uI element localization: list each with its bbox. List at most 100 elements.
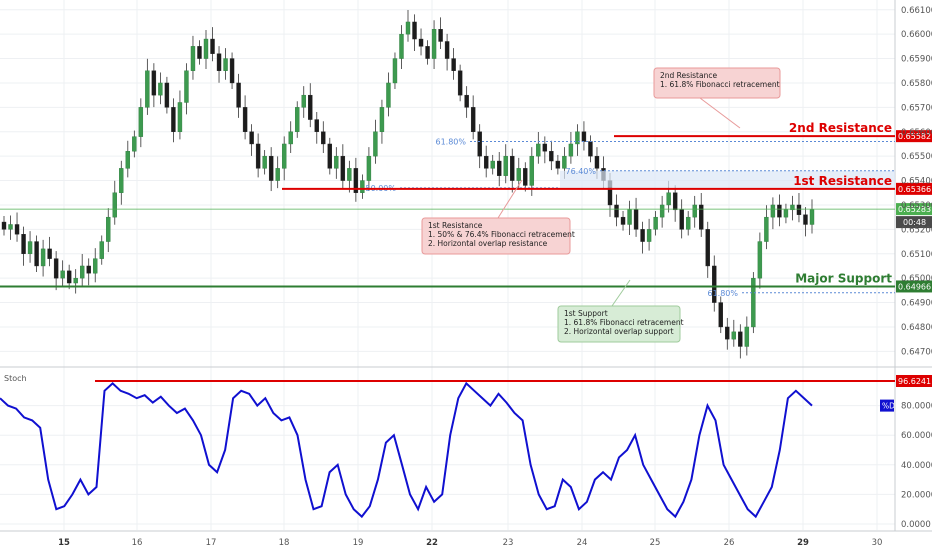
candle-body: [425, 46, 430, 59]
date-tick-label: 16: [132, 538, 143, 548]
candle-body: [340, 155, 346, 181]
candle-body: [451, 58, 456, 71]
candle-body: [21, 234, 26, 254]
level-title: 1st Resistance: [793, 174, 892, 188]
candle-body: [203, 38, 209, 59]
candle-body: [562, 155, 567, 169]
candle-body: [418, 38, 424, 47]
candle-body: [53, 258, 59, 279]
callout-text: 1. 61.8% Fibonacci retracement: [564, 318, 684, 327]
candle-body: [523, 168, 528, 186]
candle-body: [477, 131, 482, 157]
date-tick-label: 29: [797, 538, 809, 548]
candle-body: [581, 131, 587, 142]
level-title: 2nd Resistance: [789, 121, 892, 135]
candle-body: [190, 46, 196, 71]
candle-body: [151, 70, 157, 96]
candle-body: [646, 229, 652, 242]
candle-body: [334, 155, 339, 169]
price-tag: [896, 182, 932, 195]
levels: 61.80%50.00%76.40%61.80%2nd Resistance0.…: [0, 121, 932, 298]
candle-body: [8, 224, 13, 230]
stoch-tick-label: 40.0000: [901, 461, 932, 471]
candle-body: [281, 143, 287, 169]
stoch-title: Stoch: [4, 374, 27, 383]
candle-body: [216, 53, 222, 71]
stochastic-panel: 96.6241 Stoch %D: [0, 374, 932, 519]
date-tick-label: 26: [724, 538, 735, 548]
date-tick-label: 25: [650, 538, 661, 548]
candle-body: [790, 204, 795, 211]
timer-label: 00:48: [903, 218, 926, 227]
candle-body: [503, 155, 508, 176]
candle-body: [483, 155, 489, 169]
candle-body: [666, 192, 671, 206]
price-tag-label: 0.65582: [898, 132, 931, 141]
candle-body: [457, 70, 463, 96]
candle-body: [86, 265, 91, 274]
candle-body: [725, 326, 730, 340]
candle-body: [99, 241, 104, 259]
candle-body: [249, 131, 254, 145]
callout-text: 1. 61.8% Fibonacci retracement: [660, 80, 780, 89]
candle-body: [47, 248, 52, 259]
candle-body: [718, 302, 723, 328]
callout-box: [653, 67, 781, 99]
candle-body: [223, 58, 228, 71]
candle-body: [444, 41, 450, 59]
candle-body: [301, 94, 306, 108]
candle-body: [770, 204, 776, 218]
candle-body: [373, 131, 378, 157]
candle-body: [164, 82, 170, 108]
candle-body: [516, 168, 521, 181]
candle-body: [386, 82, 391, 108]
candle-body: [327, 143, 333, 169]
candle-body: [321, 131, 326, 145]
date-tick-label: 24: [577, 538, 588, 548]
price-tag: [896, 130, 932, 143]
stoch-level-label: 96.6241: [898, 377, 931, 386]
candle-body: [399, 33, 404, 59]
candle-body: [809, 209, 815, 225]
candle-body: [464, 94, 469, 108]
candle-body: [627, 209, 632, 225]
date-tick-label: 30: [872, 538, 883, 548]
candle-body: [757, 241, 763, 279]
candle-body: [588, 141, 593, 157]
callout-text: 1st Resistance: [428, 221, 483, 230]
candle-body: [744, 326, 750, 347]
callout-text: 2. Horizontal overlap resistance: [428, 239, 548, 248]
candlesticks: [1, 10, 815, 359]
candle-body: [438, 29, 443, 42]
candle-body: [14, 224, 20, 235]
candle-body: [542, 143, 548, 152]
price-tag: [896, 203, 932, 216]
candle-body: [470, 107, 476, 132]
candle-body: [497, 160, 502, 176]
candle-body: [210, 38, 215, 54]
stoch-tick-label: 0.0000: [901, 520, 931, 530]
candle-body: [177, 102, 183, 132]
candle-body: [112, 192, 117, 218]
candle-body: [236, 82, 241, 108]
candle-body: [106, 216, 111, 242]
candle-body: [392, 58, 398, 84]
candle-body: [366, 155, 372, 181]
candle-body: [60, 270, 65, 279]
date-tick-label: 22: [426, 538, 438, 548]
candle-body: [555, 160, 561, 169]
callout-box: [557, 305, 681, 343]
candle-body: [145, 70, 150, 108]
candle-body: [314, 119, 319, 132]
candle-body: [803, 214, 808, 225]
date-tick-label: 15: [58, 538, 70, 548]
candle-body: [699, 204, 704, 230]
